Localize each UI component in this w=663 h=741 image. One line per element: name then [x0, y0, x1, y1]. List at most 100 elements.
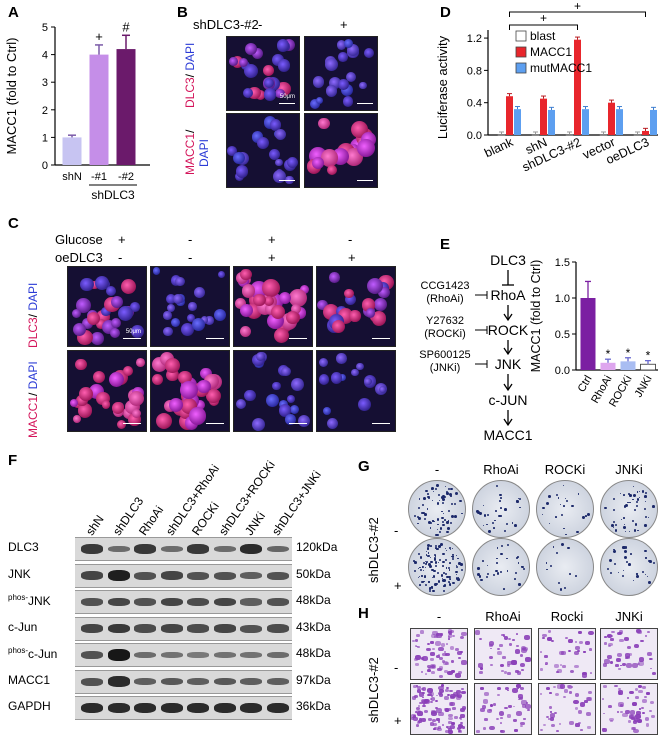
colony [448, 569, 451, 571]
colony [435, 561, 437, 564]
colony [495, 561, 498, 564]
migrated-cell [512, 688, 519, 694]
cell-nucleus [265, 393, 279, 407]
band [134, 598, 156, 606]
colony [486, 572, 489, 575]
migrated-cell [546, 715, 550, 719]
migrated-cell [512, 639, 515, 642]
colony [449, 546, 451, 549]
migrated-cell [539, 650, 543, 653]
y-tick-label: 0.0 [467, 130, 482, 142]
migrated-cell [629, 714, 635, 720]
colony [418, 583, 421, 586]
kda-label: 48kDa [296, 593, 331, 607]
colony [418, 575, 421, 577]
colony [427, 544, 431, 548]
migrated-cell [435, 708, 442, 714]
migrated-cell [433, 727, 436, 730]
colony [612, 526, 614, 528]
migrated-cell [618, 687, 622, 691]
protein-name: JNK [8, 566, 31, 581]
band [107, 649, 130, 661]
colony [499, 571, 502, 574]
cell-nucleus [275, 158, 283, 166]
colony [477, 511, 481, 514]
migrated-cell [421, 696, 424, 699]
y-tick-label: 3 [42, 77, 48, 89]
inhibitor-name: Y27632 [426, 315, 464, 327]
panel-g-minus: - [394, 523, 399, 538]
colony [460, 563, 463, 566]
sig-bracket-2 [509, 11, 646, 17]
colony [511, 522, 514, 524]
colony [449, 579, 451, 581]
migrated-cell [413, 717, 419, 722]
panel-b-image-macc1-minus [226, 113, 300, 188]
colony [565, 499, 569, 503]
oedlc3-sign: + [348, 250, 356, 265]
colony [449, 495, 452, 498]
colony [515, 571, 518, 574]
migrated-cell [549, 713, 556, 718]
migrated-cell [460, 714, 465, 718]
colony [431, 500, 434, 502]
migrated-cell [500, 717, 503, 720]
migrated-cell [427, 668, 432, 672]
migrated-cell [429, 722, 435, 726]
migrated-cell [571, 685, 574, 688]
sig-mark-1: + [540, 11, 547, 25]
colony [552, 546, 555, 548]
colony [418, 567, 420, 569]
colony [419, 556, 423, 559]
kda-label: 43kDa [296, 619, 331, 634]
band [187, 597, 209, 607]
blot-row-DLC3 [75, 537, 292, 561]
migrated-cell [421, 688, 424, 690]
colony [417, 522, 419, 524]
cell-nucleus [289, 404, 299, 414]
cell-nucleus [345, 72, 356, 83]
colony [501, 544, 504, 547]
colony [548, 523, 550, 525]
colony [498, 514, 501, 518]
colony [506, 557, 508, 560]
colony [639, 497, 641, 499]
bar-blast-shDLC3-#2 [565, 134, 574, 136]
cell-nucleus [244, 43, 257, 56]
colony [444, 573, 447, 576]
migrated-cell [430, 664, 437, 669]
colony [649, 559, 652, 563]
migrated-cell [629, 690, 634, 695]
protein-label: phos-c-Jun [8, 646, 57, 661]
arrowhead [503, 383, 513, 392]
colony [619, 492, 622, 495]
cell-nucleus [274, 327, 290, 344]
migrated-cell [476, 729, 480, 733]
migrated-cell [437, 653, 440, 656]
migrated-cell [554, 692, 560, 697]
cell-nucleus [277, 59, 291, 73]
bar-blast-vector [599, 134, 608, 136]
cell-nucleus [316, 96, 324, 104]
migrated-cell [461, 660, 467, 665]
migrated-cell [555, 729, 559, 733]
colony [476, 510, 479, 513]
migrated-cell [436, 633, 442, 638]
colony [499, 500, 501, 502]
y-tick-label: 0.0 [555, 365, 570, 377]
colony [623, 555, 627, 559]
migrated-cell [447, 726, 452, 730]
colony [618, 572, 620, 574]
protein-name: MACC1 [8, 672, 51, 687]
cell-nucleus [285, 311, 299, 324]
panel-label-h: H [358, 605, 369, 622]
colony [615, 529, 618, 532]
kda-label: 36kDa [296, 699, 331, 713]
colony [613, 550, 616, 553]
migrated-cell [497, 693, 500, 697]
migrated-cell [542, 637, 546, 640]
colony [441, 521, 445, 524]
migrated-cell [445, 725, 449, 728]
bar-MACC1-shDLC3-#2 [574, 39, 581, 135]
migrated-cell [438, 674, 444, 679]
